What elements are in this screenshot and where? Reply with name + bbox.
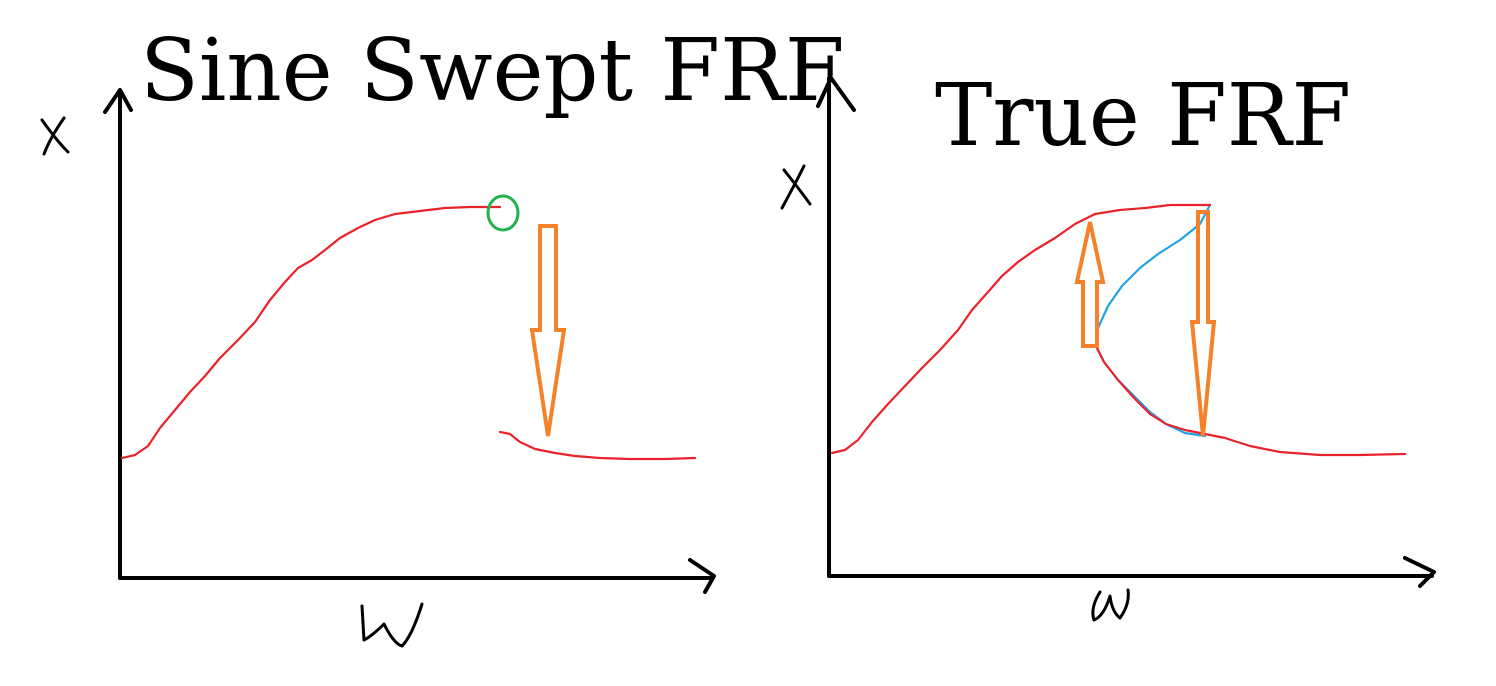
x-axis-label-omega-glyph (360, 602, 424, 648)
x-axis (118, 558, 716, 594)
y-axis-label: x (780, 219, 781, 221)
response-curve-lower (498, 430, 697, 461)
x-axis-label: ω (1090, 633, 1091, 636)
jump-up-arrow (1074, 221, 1106, 348)
jump-down-arrow (529, 224, 567, 437)
response-curve-upper (120, 205, 502, 460)
panel-true: True FRF x ω (780, 66, 1436, 636)
panel-sine-swept: Sine Swept FRF x ω (40, 21, 845, 661)
x-axis-label-omega-glyph (1091, 588, 1130, 622)
jump-down-arrow (1189, 210, 1217, 437)
response-curve (830, 203, 1407, 457)
panel-title-true: True FRF (935, 66, 1351, 166)
y-axis (103, 88, 133, 580)
y-axis-label-x-glyph (780, 164, 812, 210)
y-axis (816, 76, 856, 578)
x-axis (827, 556, 1436, 588)
y-axis-label: x (40, 167, 41, 169)
jump-point-marker (486, 194, 520, 232)
x-axis-label: ω (360, 658, 361, 661)
y-axis-label-x-glyph (40, 116, 70, 156)
panel-title-sine-swept: Sine Swept FRF (140, 21, 845, 121)
